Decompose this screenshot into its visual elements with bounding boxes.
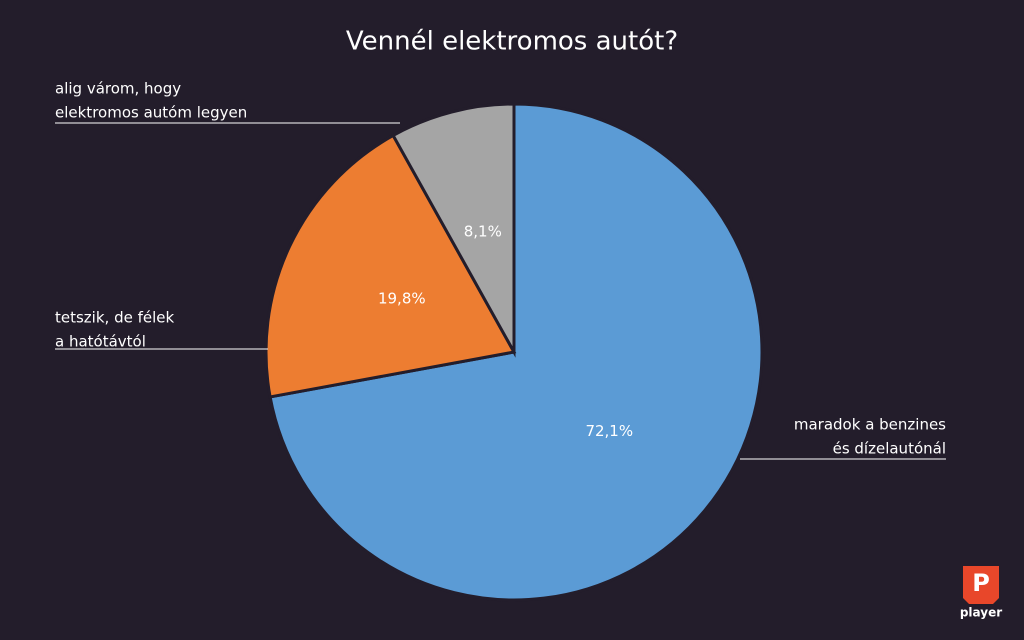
category-label: tetszik, de félek bbox=[55, 309, 174, 327]
logo-badge bbox=[963, 566, 999, 604]
chart-title: Vennél elektromos autót? bbox=[346, 27, 678, 57]
category-label: és dízelautónál bbox=[833, 440, 946, 458]
logo: P player bbox=[960, 566, 1002, 620]
data-label: 8,1% bbox=[464, 222, 502, 240]
pie-slice bbox=[264, 133, 517, 399]
pie-slice bbox=[268, 102, 764, 602]
pie-slice bbox=[391, 102, 516, 358]
category-label: a hatótávtól bbox=[55, 333, 146, 351]
data-label: 19,8% bbox=[378, 290, 426, 308]
category-label: maradok a benzines bbox=[794, 416, 946, 434]
logo-text: player bbox=[960, 606, 1002, 620]
category-label: alig várom, hogy bbox=[55, 80, 181, 98]
category-label: elektromos autóm legyen bbox=[55, 104, 247, 122]
data-label: 72,1% bbox=[585, 422, 633, 440]
logo-letter: P bbox=[972, 569, 990, 597]
